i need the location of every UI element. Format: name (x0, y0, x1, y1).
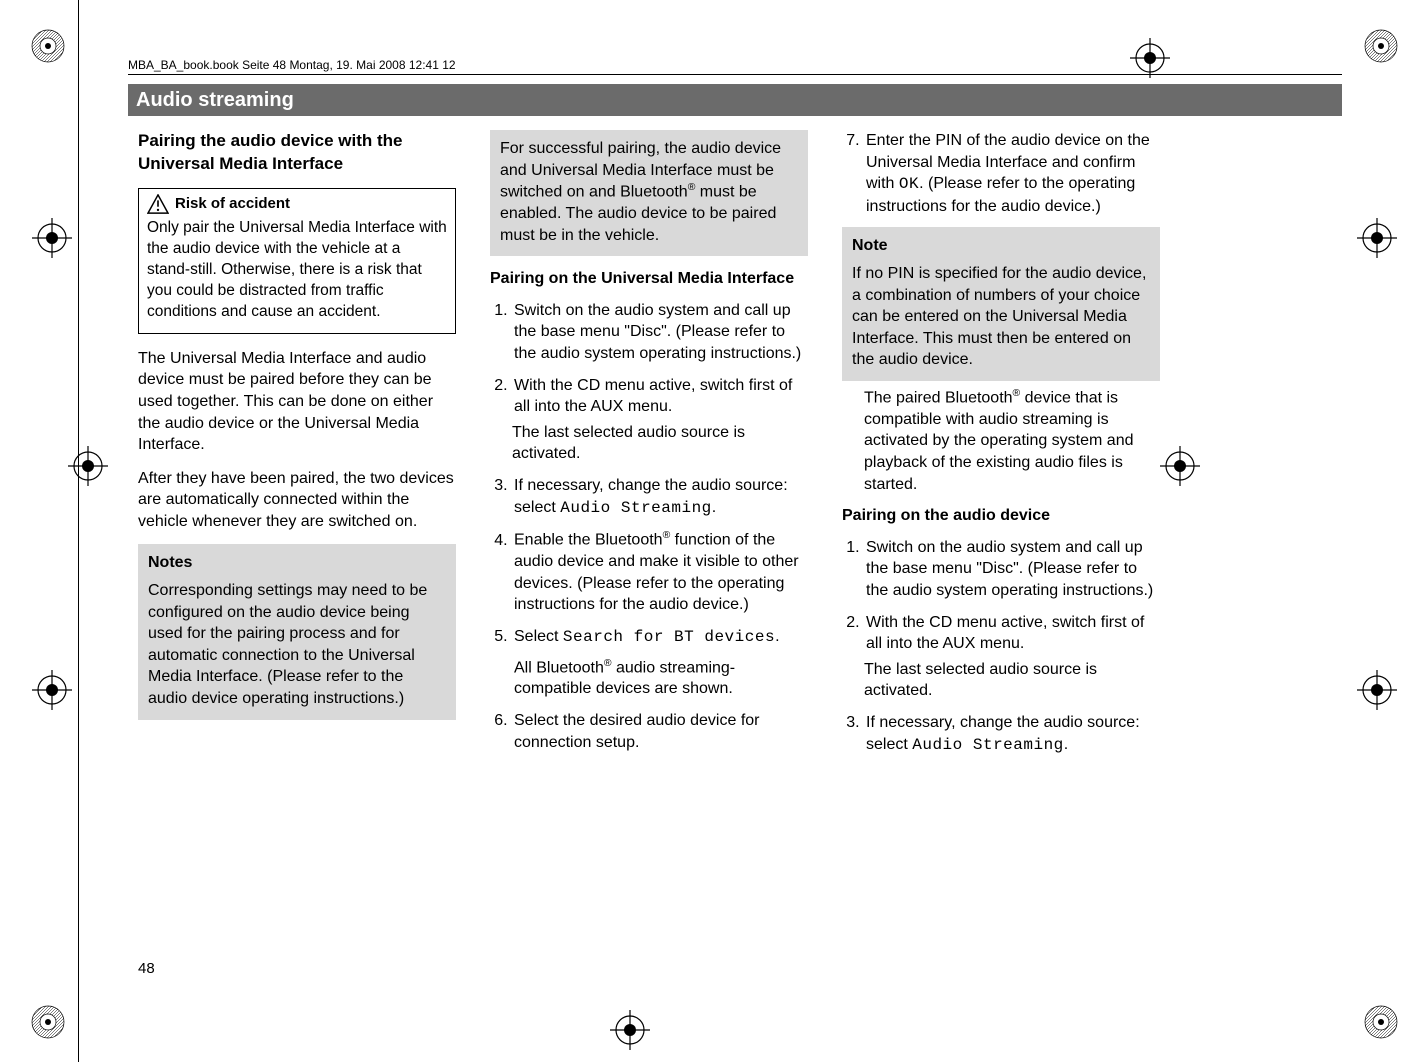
fold-line (78, 0, 79, 1062)
warning-body: Only pair the Universal Media Interface … (139, 218, 455, 333)
page-body: Pairing the audio device with the Univer… (138, 130, 1168, 766)
dev-step-2-result: The last selected audio source is activa… (864, 659, 1160, 702)
notes-body: Corresponding settings may need to be co… (148, 580, 446, 710)
steps-umi-cont: If necessary, change the audio source: s… (490, 475, 808, 753)
warning-box: Risk of accident Only pair the Universal… (138, 188, 456, 334)
heading-pairing: Pairing the audio device with the Univer… (138, 130, 456, 176)
cross-bottom-mid (610, 1010, 650, 1050)
header-text: MBA_BA_book.book Seite 48 Montag, 19. Ma… (128, 58, 456, 72)
pin-note-title: Note (852, 235, 1150, 257)
steps-device-cont: If necessary, change the audio source: s… (842, 712, 1160, 756)
cross-left-bot (32, 670, 72, 710)
step-3: If necessary, change the audio source: s… (512, 475, 808, 519)
step-7: Enter the PIN of the audio device on the… (864, 130, 1160, 217)
column-3: Enter the PIN of the audio device on the… (842, 130, 1160, 766)
step-2-result: The last selected audio source is activa… (512, 422, 808, 465)
reg-symbol: ® (604, 658, 612, 669)
heading-pair-on-umi: Pairing on the Universal Media Interface (490, 268, 808, 290)
warning-header: Risk of accident (139, 189, 455, 218)
cross-left-mid (68, 446, 108, 486)
section-title: Audio streaming (136, 89, 294, 111)
dev-step-1: Switch on the audio system and call up t… (864, 537, 1160, 602)
step-4: Enable the Bluetooth® function of the au… (512, 529, 808, 616)
page-header: MBA_BA_book.book Seite 48 Montag, 19. Ma… (128, 58, 1342, 75)
ok-label: OK (899, 175, 919, 193)
step-2: With the CD menu active, switch first of… (512, 375, 808, 418)
step-1: Switch on the audio system and call up t… (512, 300, 808, 365)
para-umi-pairing: The Universal Media Interface and audio … (138, 348, 456, 456)
step-5: Select Search for BT devices. All Blueto… (512, 626, 808, 700)
step-6: Select the desired audio device for conn… (512, 710, 808, 753)
pairing-result: The paired Bluetooth® device that is com… (864, 387, 1160, 495)
pairing-prereq-box: For successful pairing, the audio device… (490, 130, 808, 256)
heading-pair-on-device: Pairing on the audio device (842, 505, 1160, 527)
search-bt-label: Search for BT devices (563, 628, 775, 646)
dev-step-2: With the CD menu active, switch first of… (864, 612, 1160, 655)
column-2: For successful pairing, the audio device… (490, 130, 808, 766)
reg-mark-bl (30, 1004, 66, 1040)
reg-mark-tr (1363, 28, 1399, 64)
steps-device: Switch on the audio system and call up t… (842, 537, 1160, 655)
column-1: Pairing the audio device with the Univer… (138, 130, 456, 766)
para-auto-connect: After they have been paired, the two dev… (138, 468, 456, 533)
audio-streaming-label: Audio Streaming (912, 736, 1064, 754)
reg-mark-tl (30, 28, 66, 64)
audio-streaming-label: Audio Streaming (560, 499, 712, 517)
notes-title: Notes (148, 552, 446, 574)
dev-step-3: If necessary, change the audio source: s… (864, 712, 1160, 756)
page-number: 48 (138, 960, 155, 977)
pin-note-box: Note If no PIN is specified for the audi… (842, 227, 1160, 381)
cross-right-top (1357, 218, 1397, 258)
steps-umi-end: Enter the PIN of the audio device on the… (842, 130, 1160, 217)
steps-umi: Switch on the audio system and call up t… (490, 300, 808, 418)
reg-mark-br (1363, 1004, 1399, 1040)
pin-note-body: If no PIN is specified for the audio dev… (852, 263, 1150, 371)
notes-box: Notes Corresponding settings may need to… (138, 544, 456, 719)
cross-right-bot (1357, 670, 1397, 710)
cross-left-top (32, 218, 72, 258)
warning-title: Risk of accident (175, 194, 290, 214)
section-title-bar: Audio streaming (128, 84, 1342, 116)
warning-triangle-icon (147, 194, 169, 214)
